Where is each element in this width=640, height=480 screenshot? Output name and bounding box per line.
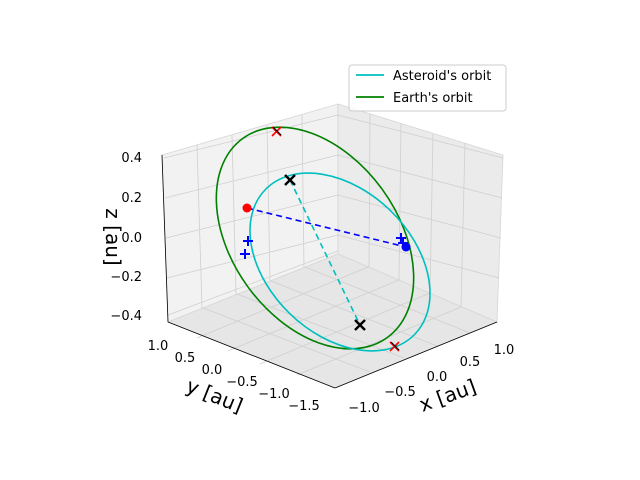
z-tick-label: 0.2 (121, 191, 142, 206)
red-node-marker (271, 126, 282, 137)
y-tick-label: −1.0 (258, 387, 290, 402)
x-axis-label: x [au] (416, 374, 479, 417)
asteroids-orbit-line (249, 172, 431, 352)
z-tick-label: −0.2 (110, 270, 142, 285)
y-tick-labels: 1.0 0.5 0.0 −0.5 −1.0 −1.5 (148, 339, 320, 414)
x-tick-label: 0.5 (460, 355, 481, 370)
x-tick-label: 0.0 (427, 370, 448, 385)
x-tick-label: −0.5 (384, 385, 416, 400)
blue-apsis-marker (398, 238, 408, 248)
y-tick-label: 0.5 (175, 351, 196, 366)
y-tick-label: 1.0 (148, 339, 169, 354)
y-axis-line (167, 321, 336, 389)
axis-lines (161, 154, 498, 389)
blue-dashed-connector (246, 207, 407, 248)
earths-orbit-line (215, 126, 415, 350)
y-tick-label: −0.5 (226, 375, 258, 390)
z-tick-labels: 0.4 0.2 0.0 −0.2 −0.4 (110, 151, 142, 324)
x-tick-labels: −1.0 −0.5 0.0 0.5 1.0 (348, 343, 514, 416)
x-axis-line (334, 321, 498, 389)
orbit-lines (215, 126, 431, 352)
z-axis-label: z [au] (101, 208, 125, 265)
legend: Asteroid's orbit Earth's orbit (348, 64, 507, 112)
y-tick-label: 0.0 (202, 363, 223, 378)
y-tick-label: −1.5 (288, 399, 320, 414)
z-tick-label: −0.4 (110, 309, 142, 324)
legend-asteroid-label: Asteroid's orbit (393, 69, 491, 84)
grid-lines (163, 113, 504, 376)
axes-panes (161, 103, 504, 389)
black-node-marker (354, 319, 366, 331)
markers (240, 126, 411, 352)
blue-apsis-marker (396, 233, 406, 243)
z-tick-label: 0.0 (121, 231, 142, 246)
black-node-marker (284, 174, 296, 186)
z-tick-label: 0.4 (121, 151, 142, 166)
legend-box (348, 64, 507, 112)
x-tick-label: 1.0 (494, 343, 515, 358)
blue-apsis-marker (240, 249, 250, 259)
red-node-marker (389, 341, 400, 352)
z-axis-line (161, 154, 169, 323)
legend-earth-label: Earth's orbit (393, 91, 473, 106)
x-tick-label: −1.0 (348, 401, 380, 416)
red-position-marker (242, 203, 252, 213)
blue-apsis-marker (243, 236, 253, 246)
cyan-dashed-connector (289, 179, 361, 326)
